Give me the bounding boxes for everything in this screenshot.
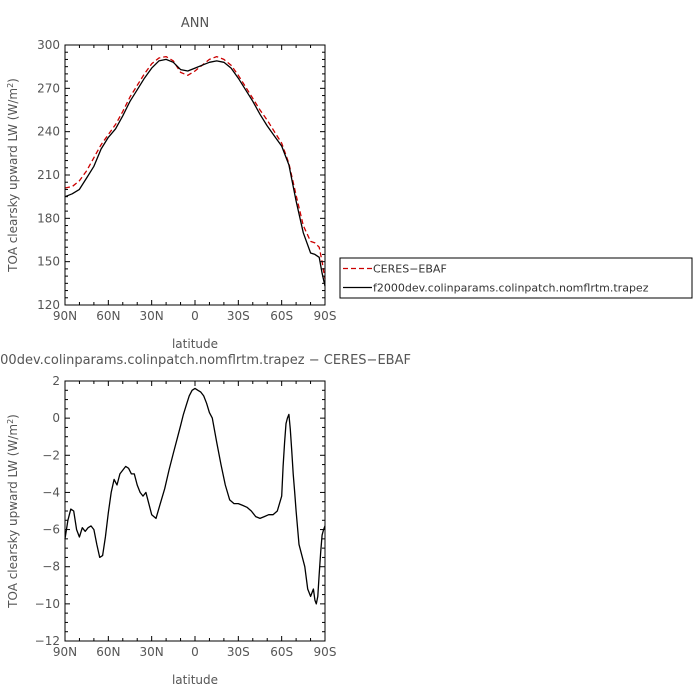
bottom-panel: f2000dev.colinparams.colinpatch.nomflrtm… xyxy=(0,353,411,687)
bottom-y-tick-label: −12 xyxy=(35,634,60,648)
bottom-x-tick-label: 60S xyxy=(270,645,293,659)
bottom-y-tick-label: 0 xyxy=(52,411,60,425)
top-y-tick-label: 120 xyxy=(37,298,60,312)
top-y-axis-title-sup: 2 xyxy=(6,83,15,88)
top-y-tick-label: 210 xyxy=(37,168,60,182)
top-plot-title: ANN xyxy=(181,16,209,31)
legend: CERES−EBAF f2000dev.colinparams.colinpat… xyxy=(339,257,693,299)
top-series-line-1 xyxy=(64,55,326,280)
top-x-tick-label: 0 xyxy=(191,309,199,323)
bottom-plot-title: f2000dev.colinparams.colinpatch.nomflrtm… xyxy=(0,353,411,368)
top-y-axis-title-main: TOA clearsky upward LW (W/m xyxy=(6,88,20,273)
bottom-y-axis-title-close: ) xyxy=(6,414,20,419)
bottom-y-tick-label: −6 xyxy=(42,523,60,537)
top-x-tick-label: 90N xyxy=(53,309,77,323)
top-tick-layer: 90N 60N 30N 0 30S 60S 90S 120 150 180 210 240 270 300 xyxy=(37,38,336,323)
bottom-y-tick-label: −4 xyxy=(42,485,60,499)
bottom-series-line-1 xyxy=(64,387,326,605)
top-x-tick-label: 60S xyxy=(270,309,293,323)
top-y-axis-title: TOA clearsky upward LW (W/m2) xyxy=(6,78,21,273)
top-y-tick-label: 240 xyxy=(37,125,60,139)
bottom-x-tick-label: 30N xyxy=(140,645,164,659)
bottom-y-axis-title: TOA clearsky upward LW (W/m2) xyxy=(6,414,21,609)
legend-label-ceres: CERES−EBAF xyxy=(373,263,447,276)
bottom-y-axis-title-main: TOA clearsky upward LW (W/m xyxy=(6,424,20,609)
top-x-tick-label: 30S xyxy=(227,309,250,323)
top-y-tick-label: 270 xyxy=(37,81,60,95)
top-y-tick-label: 300 xyxy=(37,38,60,52)
top-x-tick-label: 60N xyxy=(96,309,120,323)
top-series-layer xyxy=(64,55,326,287)
bottom-y-axis-title-sup: 2 xyxy=(6,419,15,424)
top-x-tick-label: 90S xyxy=(314,309,337,323)
legend-box xyxy=(339,257,693,299)
top-x-tick-label: 30N xyxy=(140,309,164,323)
bottom-tick-layer: 90N 60N 30N 0 30S 60S 90S −12 −10 −8 −6 −4 −2 0 2 xyxy=(35,374,337,659)
bottom-plot-frame xyxy=(64,380,326,642)
top-x-axis-title: latitude xyxy=(172,337,218,351)
bottom-y-tick-label: −10 xyxy=(35,597,60,611)
bottom-x-tick-label: 60N xyxy=(96,645,120,659)
bottom-y-tick-label: −8 xyxy=(42,560,60,574)
top-panel: ANN 90N 60N 30N 0 30S 60S 90S 120 150 180 210 240 27… xyxy=(6,16,337,351)
bottom-x-tick-label: 90N xyxy=(53,645,77,659)
bottom-x-tick-label: 90S xyxy=(314,645,337,659)
top-y-tick-label: 150 xyxy=(37,255,60,269)
bottom-series-layer xyxy=(64,387,326,605)
top-plot-frame xyxy=(64,44,326,306)
bottom-x-tick-label: 30S xyxy=(227,645,250,659)
top-y-axis-title-close: ) xyxy=(6,78,20,83)
bottom-y-tick-label: −2 xyxy=(42,448,60,462)
top-y-tick-label: 180 xyxy=(37,211,60,225)
bottom-x-tick-label: 0 xyxy=(191,645,199,659)
bottom-x-axis-title: latitude xyxy=(172,673,218,687)
top-series-line-2 xyxy=(64,58,326,287)
bottom-y-tick-label: 2 xyxy=(52,374,60,388)
legend-label-model: f2000dev.colinparams.colinpatch.nomflrtm… xyxy=(373,282,649,295)
